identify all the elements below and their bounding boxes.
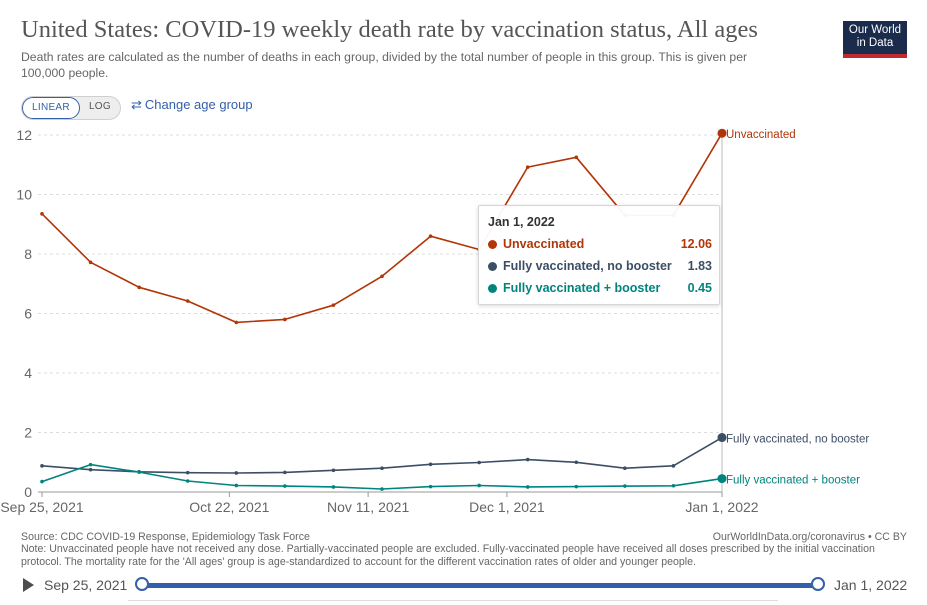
data-point <box>671 464 676 468</box>
data-point <box>428 234 433 238</box>
chart-title: United States: COVID-19 weekly death rat… <box>21 16 758 43</box>
data-point <box>88 467 93 472</box>
data-point <box>477 460 481 465</box>
data-point <box>331 468 336 473</box>
tooltip-series-name: Fully vaccinated + booster <box>503 281 661 295</box>
data-point <box>525 165 530 169</box>
data-point <box>623 466 627 471</box>
y-tick-label: 4 <box>24 365 32 381</box>
booster-legend-dot <box>488 283 497 293</box>
x-tick-label: Dec 1, 2021 <box>469 499 545 515</box>
chart-subtitle: Death rates are calculated as the number… <box>21 50 748 80</box>
data-point <box>574 484 579 489</box>
logo-line-2: in Data <box>856 37 894 49</box>
data-point <box>574 460 579 465</box>
x-tick-label: Oct 22, 2021 <box>189 499 269 515</box>
data-point <box>623 484 627 488</box>
data-point <box>380 466 384 471</box>
swap-arrows-icon: ⇄ <box>131 97 142 112</box>
data-point <box>283 484 287 488</box>
credit-link[interactable]: OurWorldInData.org/coronavirus • CC BY <box>712 531 907 543</box>
owid-logo[interactable]: Our World in Data <box>843 21 907 58</box>
y-tick-label: 8 <box>24 246 32 262</box>
hover-tooltip: Jan 1, 2022 Unvaccinated 12.06 Fully vac… <box>478 205 720 305</box>
data-point <box>185 299 190 303</box>
timeline-track[interactable] <box>142 583 818 588</box>
series-end-label: Fully vaccinated + booster <box>726 475 860 487</box>
y-tick-label: 2 <box>24 425 32 441</box>
tooltip-row-no-booster: Fully vaccinated, no booster 1.83 <box>488 258 712 274</box>
x-tick-label: Sep 25, 2021 <box>0 499 84 515</box>
linear-scale-button[interactable]: LINEAR <box>22 97 80 119</box>
data-point <box>525 485 530 489</box>
timeline-slider[interactable]: Sep 25, 2021 Jan 1, 2022 <box>0 572 927 598</box>
data-point <box>88 462 93 467</box>
x-tick-label: Nov 11, 2021 <box>327 499 409 515</box>
tooltip-row-booster: Fully vaccinated + booster 0.45 <box>488 280 712 296</box>
timeline-start-label: Sep 25, 2021 <box>44 577 128 593</box>
tooltip-date: Jan 1, 2022 <box>488 215 555 229</box>
chart-footer: Source: CDC COVID-19 Response, Epidemiol… <box>21 531 907 568</box>
data-point <box>234 320 239 325</box>
tooltip-series-name: Unvaccinated <box>503 237 585 251</box>
tooltip-series-value: 12.06 <box>680 237 712 251</box>
line-chart[interactable]: 0 2 4 6 8 10 12 Sep 25, 2021 Oct 22, 2021 Nov 11,… <box>0 120 927 530</box>
data-point <box>283 470 287 475</box>
data-point <box>574 155 579 160</box>
data-point <box>88 260 93 265</box>
tab-bar-edge <box>128 600 778 605</box>
data-point <box>671 483 676 488</box>
data-point <box>185 470 190 475</box>
data-point <box>234 483 239 488</box>
data-point <box>380 274 384 279</box>
tooltip-series-value: 0.45 <box>687 281 712 295</box>
data-point <box>717 433 727 443</box>
data-point <box>477 483 481 488</box>
source-text: Source: CDC COVID-19 Response, Epidemiol… <box>21 531 310 543</box>
data-point <box>331 303 336 307</box>
change-age-group-label: Change age group <box>144 97 253 112</box>
data-point <box>380 487 384 491</box>
data-point <box>428 462 433 467</box>
data-point <box>185 479 190 483</box>
logo-line-1: Our World <box>848 24 902 36</box>
data-point <box>234 471 239 475</box>
data-point <box>283 317 287 322</box>
timeline-start-handle[interactable] <box>135 577 149 591</box>
data-point <box>717 474 727 484</box>
timeline-end-handle[interactable] <box>811 577 825 591</box>
tooltip-series-value: 1.83 <box>687 259 712 273</box>
y-tick-label: 10 <box>16 187 32 203</box>
data-point <box>137 470 141 474</box>
x-tick-label: Jan 1, 2022 <box>685 499 758 515</box>
data-point <box>40 479 44 484</box>
no-booster-legend-dot <box>488 261 497 271</box>
timeline-end-label: Jan 1, 2022 <box>834 577 908 593</box>
series-end-label: Unvaccinated <box>726 129 796 141</box>
y-tick-label: 6 <box>24 306 32 322</box>
data-point <box>428 484 433 489</box>
note-text: Note: Unvaccinated people have not recei… <box>21 543 875 568</box>
series-end-label: Fully vaccinated, no booster <box>726 434 869 446</box>
data-point <box>717 128 727 138</box>
log-scale-button[interactable]: LOG <box>88 101 111 112</box>
change-age-group-link[interactable]: ⇄ Change age group <box>131 97 256 113</box>
data-point <box>40 212 44 216</box>
y-tick-label: 0 <box>24 484 32 500</box>
tooltip-series-name: Fully vaccinated, no booster <box>503 259 672 273</box>
play-icon[interactable] <box>23 578 34 592</box>
data-point <box>40 464 44 468</box>
data-point <box>525 457 530 462</box>
unvaccinated-legend-dot <box>488 239 497 249</box>
scale-toggle[interactable]: LINEAR LOG <box>21 96 121 120</box>
y-tick-label: 12 <box>16 127 32 143</box>
tooltip-row-unvaccinated: Unvaccinated 12.06 <box>488 236 712 252</box>
data-point <box>331 485 336 489</box>
data-point <box>137 285 141 290</box>
